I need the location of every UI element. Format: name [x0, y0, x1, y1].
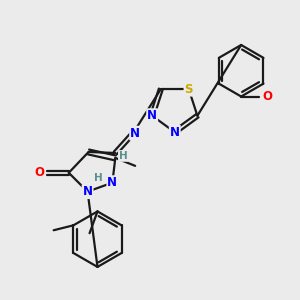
Text: O: O: [262, 90, 272, 103]
Text: N: N: [107, 176, 117, 189]
Text: S: S: [184, 83, 193, 96]
Text: N: N: [82, 185, 93, 198]
Text: H: H: [119, 151, 128, 161]
Text: N: N: [170, 126, 180, 139]
Text: N: N: [130, 127, 140, 140]
Text: H: H: [94, 173, 103, 183]
Text: N: N: [147, 109, 157, 122]
Text: O: O: [34, 166, 44, 179]
